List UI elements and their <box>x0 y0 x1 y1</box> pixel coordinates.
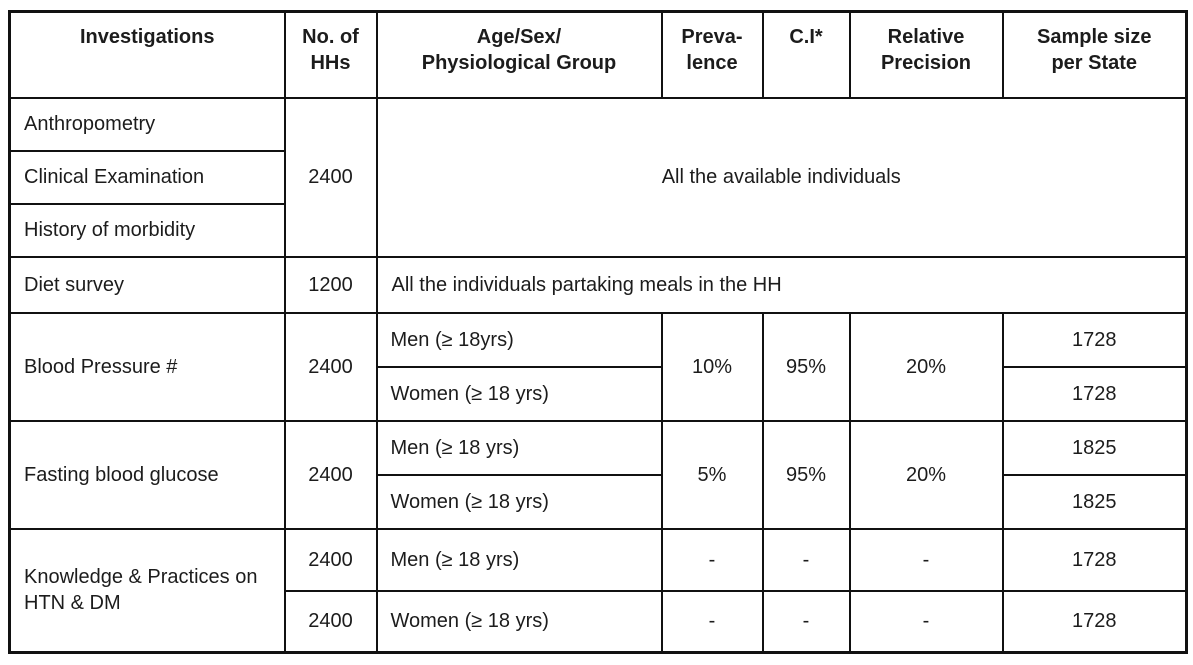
cell-kp-women-group: Women (≥ 18 yrs) <box>375 589 663 654</box>
cell-bp-women-sample: 1728 <box>1001 365 1188 422</box>
header-investigations: Investigations <box>8 10 286 99</box>
cell-fbg-women-sample: 1825 <box>1001 473 1188 530</box>
cell-fbg-relative-precision: 20% <box>848 419 1004 530</box>
header-row: Investigations No. of HHs Age/Sex/ Physi… <box>8 10 1188 99</box>
row-kp-women: 2400 Women (≥ 18 yrs) - - - 1728 <box>10 589 1188 654</box>
cell-bp-prevalence: 10% <box>660 311 764 422</box>
row-bp-women: Women (≥ 18 yrs) 1728 <box>10 365 1188 422</box>
cell-bp-relative-precision: 20% <box>848 311 1004 422</box>
cell-fbg-men-group: Men (≥ 18 yrs) <box>375 419 663 476</box>
cell-diet-note: All the individuals partaking meals in t… <box>375 255 1188 314</box>
cell-clinical-examination: Clinical Examination <box>8 149 286 205</box>
cell-fbg-ci: 95% <box>761 419 851 530</box>
cell-bp-investigation: Blood Pressure # <box>8 311 286 422</box>
header-prevalence: Preva- lence <box>660 10 764 99</box>
cell-bp-women-group: Women (≥ 18 yrs) <box>375 365 663 422</box>
cell-kp-men-hhs: 2400 <box>283 527 378 592</box>
cell-kp-women-hhs: 2400 <box>283 589 378 654</box>
header-sample-size-per-state: Sample size per State <box>1001 10 1188 99</box>
cell-kp-men-relative-precision: - <box>848 527 1004 592</box>
cell-group1-note: All the available individuals <box>375 96 1188 258</box>
cell-anthropometry: Anthropometry <box>8 96 286 152</box>
cell-kp-women-sample: 1728 <box>1001 589 1188 654</box>
cell-fbg-women-group: Women (≥ 18 yrs) <box>375 473 663 530</box>
cell-history-of-morbidity: History of morbidity <box>8 202 286 258</box>
cell-fbg-investigation: Fasting blood glucose <box>8 419 286 530</box>
cell-kp-men-group: Men (≥ 18 yrs) <box>375 527 663 592</box>
cell-fbg-hhs: 2400 <box>283 419 378 530</box>
cell-bp-men-sample: 1728 <box>1001 311 1188 368</box>
cell-diet-hhs: 1200 <box>283 255 378 314</box>
row-kp-men: Knowledge & Practices on HTN & DM 2400 M… <box>8 527 1188 654</box>
cell-fbg-men-sample: 1825 <box>1001 419 1188 476</box>
row-history-of-morbidity: History of morbidity <box>8 202 1187 258</box>
cell-kp-men-prevalence: - <box>660 527 764 592</box>
row-anthropometry: Anthropometry 2400 All the available ind… <box>8 96 1188 258</box>
cell-diet-investigation: Diet survey <box>8 255 286 314</box>
cell-group1-hhs: 2400 <box>283 96 378 258</box>
cell-kp-men-sample: 1728 <box>1001 527 1188 592</box>
row-fbg-men: Fasting blood glucose 2400 Men (≥ 18 yrs… <box>8 419 1188 530</box>
row-fbg-women: Women (≥ 18 yrs) 1825 <box>10 473 1188 530</box>
row-diet-survey: Diet survey 1200 All the individuals par… <box>8 255 1188 314</box>
cell-kp-women-relative-precision: - <box>848 589 1004 654</box>
cell-kp-women-ci: - <box>761 589 851 654</box>
row-bp-men: Blood Pressure # 2400 Men (≥ 18yrs) 10% … <box>8 311 1188 422</box>
cell-bp-men-group: Men (≥ 18yrs) <box>375 311 663 368</box>
header-ci: C.I* <box>761 10 851 99</box>
row-clinical-examination: Clinical Examination <box>8 149 1187 205</box>
cell-kp-women-prevalence: - <box>660 589 764 654</box>
cell-fbg-prevalence: 5% <box>660 419 764 530</box>
cell-bp-ci: 95% <box>761 311 851 422</box>
header-age-sex-group: Age/Sex/ Physiological Group <box>375 10 663 99</box>
cell-kp-men-ci: - <box>761 527 851 592</box>
header-relative-precision: Relative Precision <box>848 10 1004 99</box>
header-no-of-hhs: No. of HHs <box>283 10 378 99</box>
survey-sampling-table: Investigations No. of HHs Age/Sex/ Physi… <box>8 10 1188 654</box>
cell-kp-investigation: Knowledge & Practices on HTN & DM <box>8 527 286 654</box>
cell-bp-hhs: 2400 <box>283 311 378 422</box>
